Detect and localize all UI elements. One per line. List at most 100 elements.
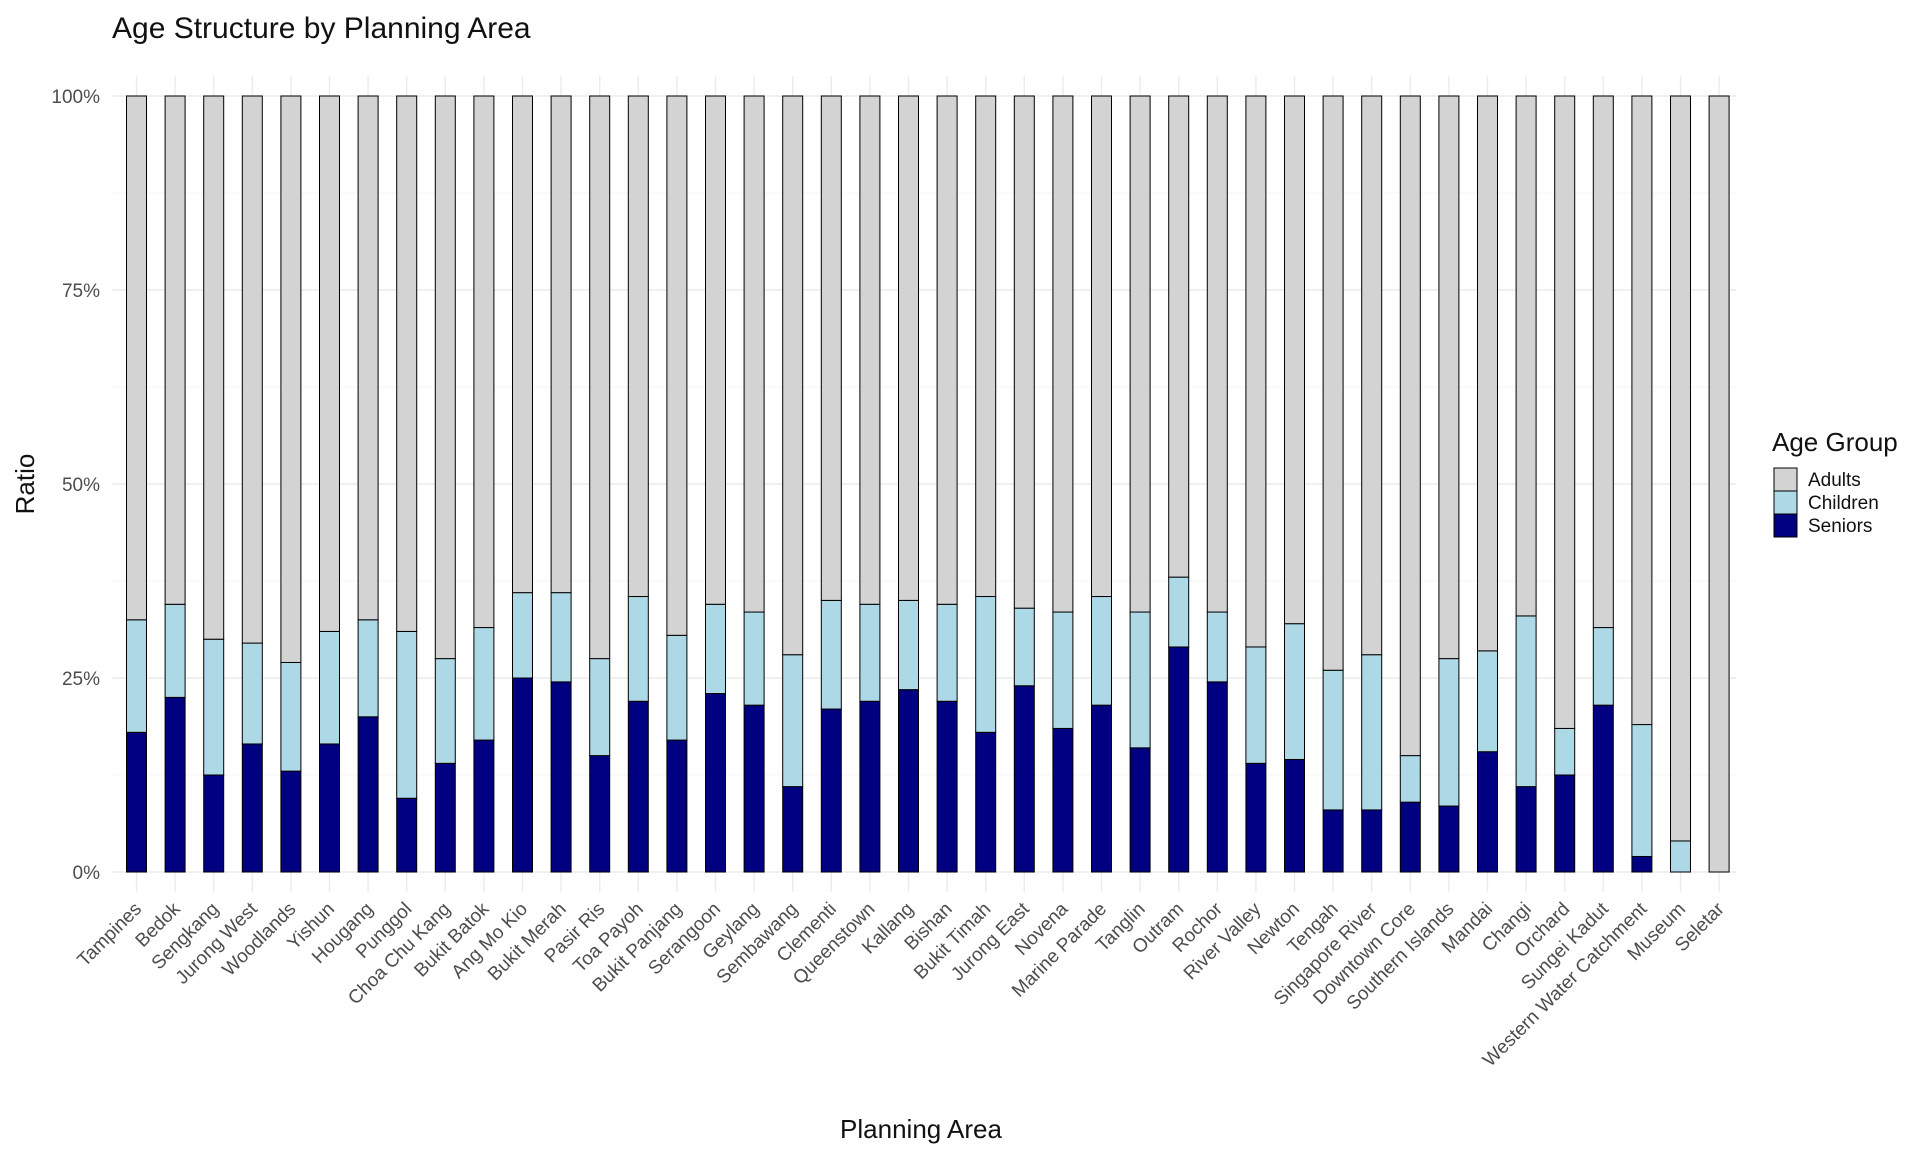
bar-adults-downtown-core bbox=[1399, 95, 1421, 757]
bar-children-outram bbox=[1168, 576, 1190, 648]
bar-seniors-bukit-panjang bbox=[666, 739, 688, 873]
bar-children-bukit-timah bbox=[975, 596, 997, 733]
legend-swatch-children bbox=[1773, 490, 1798, 515]
bar-seniors-bishan bbox=[936, 700, 958, 873]
bar-seniors-bukit-merah bbox=[550, 681, 572, 873]
bar-seniors-punggol bbox=[396, 797, 418, 873]
bar-adults-bukit-panjang bbox=[666, 95, 688, 636]
bar-children-geylang bbox=[743, 611, 765, 706]
bar-adults-tampines bbox=[126, 95, 147, 621]
bar-seniors-sungei-kadut bbox=[1592, 704, 1614, 873]
bar-children-bukit-panjang bbox=[666, 634, 688, 741]
bar-seniors-southern-islands bbox=[1438, 805, 1460, 873]
bar-children-toa-payoh bbox=[627, 596, 649, 702]
bar-children-queenstown bbox=[859, 603, 881, 702]
bar-seniors-marine-parade bbox=[1091, 704, 1112, 873]
bar-adults-bukit-batok bbox=[473, 95, 495, 629]
bar-adults-western-water-catchment bbox=[1631, 95, 1653, 726]
bar-adults-rochor bbox=[1206, 95, 1228, 613]
bar-adults-woodlands bbox=[280, 95, 302, 663]
bar-children-jurong-east bbox=[1013, 607, 1035, 687]
bar-seniors-clementi bbox=[820, 708, 842, 873]
bar-adults-museum bbox=[1670, 95, 1691, 842]
bar-seniors-queenstown bbox=[859, 700, 881, 873]
y-tick-label: 0% bbox=[73, 863, 101, 884]
bar-adults-bishan bbox=[936, 95, 958, 605]
bar-adults-ang-mo-kio bbox=[512, 95, 533, 594]
bar-adults-sengkang bbox=[203, 95, 225, 640]
bar-seniors-rochor bbox=[1206, 681, 1228, 873]
bar-children-changi bbox=[1515, 615, 1537, 788]
bar-seniors-bukit-batok bbox=[473, 739, 495, 873]
x-axis-title: Planning Area bbox=[840, 1114, 1002, 1144]
bar-seniors-outram bbox=[1168, 646, 1190, 873]
bar-seniors-tengah bbox=[1322, 809, 1344, 873]
bar-children-pasir-ris bbox=[589, 658, 611, 757]
bar-adults-outram bbox=[1168, 95, 1190, 578]
bar-seniors-kallang bbox=[898, 689, 919, 873]
bar-seniors-tampines bbox=[126, 731, 147, 873]
bar-seniors-hougang bbox=[357, 716, 379, 873]
bar-adults-hougang bbox=[357, 95, 379, 621]
bar-adults-seletar bbox=[1708, 95, 1730, 873]
bar-seniors-jurong-east bbox=[1013, 685, 1035, 873]
bar-children-sungei-kadut bbox=[1592, 627, 1614, 706]
bar-seniors-serangoon bbox=[705, 693, 726, 873]
bar-children-choa-chu-kang bbox=[434, 658, 456, 764]
bar-adults-southern-islands bbox=[1438, 95, 1460, 660]
bar-children-tanglin bbox=[1129, 611, 1151, 749]
bar-seniors-ang-mo-kio bbox=[512, 677, 533, 873]
bar-children-rochor bbox=[1206, 611, 1228, 683]
bar-adults-punggol bbox=[396, 95, 418, 632]
bar-adults-pasir-ris bbox=[589, 95, 611, 660]
bar-children-newton bbox=[1284, 623, 1305, 760]
legend-title: Age Group bbox=[1772, 427, 1898, 457]
bar-adults-kallang bbox=[898, 95, 919, 601]
bar-seniors-pasir-ris bbox=[589, 755, 611, 873]
bar-adults-serangoon bbox=[705, 95, 726, 605]
bar-seniors-bukit-timah bbox=[975, 731, 997, 873]
bar-seniors-downtown-core bbox=[1399, 801, 1421, 873]
bar-seniors-bedok bbox=[164, 696, 186, 873]
bar-children-novena bbox=[1052, 611, 1074, 729]
bar-children-punggol bbox=[396, 630, 418, 799]
bar-children-river-valley bbox=[1245, 646, 1267, 764]
bar-seniors-orchard bbox=[1554, 774, 1576, 873]
bar-children-kallang bbox=[898, 599, 919, 691]
bar-adults-toa-payoh bbox=[627, 95, 649, 598]
legend-label-children: Children bbox=[1808, 493, 1879, 514]
bar-seniors-choa-chu-kang bbox=[434, 762, 456, 873]
y-tick-label: 25% bbox=[62, 669, 100, 690]
bar-adults-tengah bbox=[1322, 95, 1344, 671]
y-axis-title: Ratio bbox=[10, 454, 40, 515]
chart-title: Age Structure by Planning Area bbox=[112, 12, 531, 45]
bar-adults-bukit-merah bbox=[550, 95, 572, 594]
bar-adults-marine-parade bbox=[1091, 95, 1112, 598]
bar-children-downtown-core bbox=[1399, 755, 1421, 803]
bar-adults-jurong-east bbox=[1013, 95, 1035, 609]
bar-children-ang-mo-kio bbox=[512, 592, 533, 679]
bar-adults-river-valley bbox=[1245, 95, 1267, 648]
bar-children-bedok bbox=[164, 603, 186, 698]
bar-seniors-woodlands bbox=[280, 770, 302, 873]
bar-seniors-geylang bbox=[743, 704, 765, 873]
bar-adults-bedok bbox=[164, 95, 186, 605]
bar-seniors-sembawang bbox=[782, 786, 804, 873]
bar-children-sengkang bbox=[203, 638, 225, 776]
bar-children-mandai bbox=[1477, 650, 1498, 753]
bar-seniors-singapore-river bbox=[1361, 809, 1383, 873]
bar-seniors-sengkang bbox=[203, 774, 225, 873]
bar-children-tampines bbox=[126, 619, 147, 733]
bar-adults-changi bbox=[1515, 95, 1537, 617]
bar-children-jurong-west bbox=[241, 642, 263, 745]
bar-children-sembawang bbox=[782, 654, 804, 788]
bar-seniors-newton bbox=[1284, 758, 1305, 873]
bar-adults-tanglin bbox=[1129, 95, 1151, 613]
bar-adults-mandai bbox=[1477, 95, 1498, 652]
bar-children-marine-parade bbox=[1091, 596, 1112, 706]
bar-children-bukit-merah bbox=[550, 592, 572, 683]
bar-adults-clementi bbox=[820, 95, 842, 601]
bar-children-singapore-river bbox=[1361, 654, 1383, 811]
